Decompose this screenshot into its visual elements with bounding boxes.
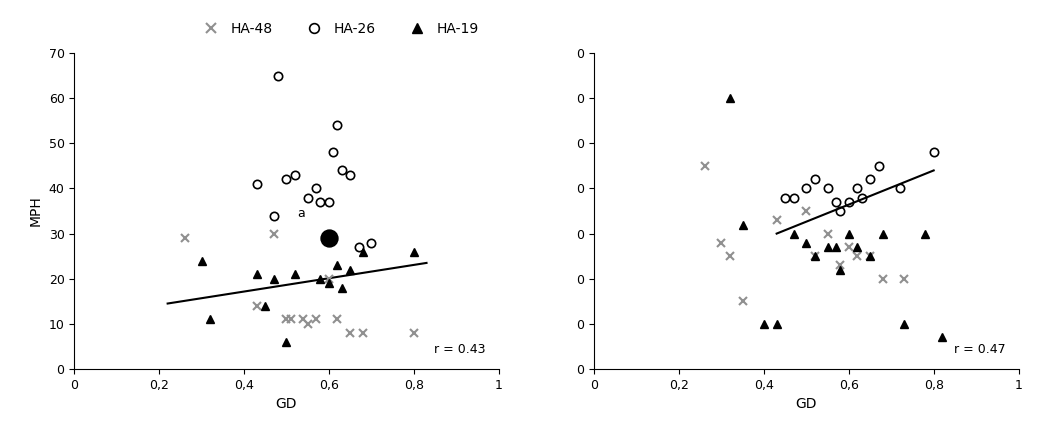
Text: r = 0.43: r = 0.43 <box>434 343 486 356</box>
Text: r = 0.47: r = 0.47 <box>954 343 1006 356</box>
X-axis label: GD: GD <box>796 397 817 411</box>
X-axis label: GD: GD <box>276 397 297 411</box>
Y-axis label: MPH: MPH <box>29 196 44 227</box>
Text: a: a <box>297 207 305 220</box>
Legend: HA-48, HA-26, HA-19: HA-48, HA-26, HA-19 <box>191 17 485 42</box>
